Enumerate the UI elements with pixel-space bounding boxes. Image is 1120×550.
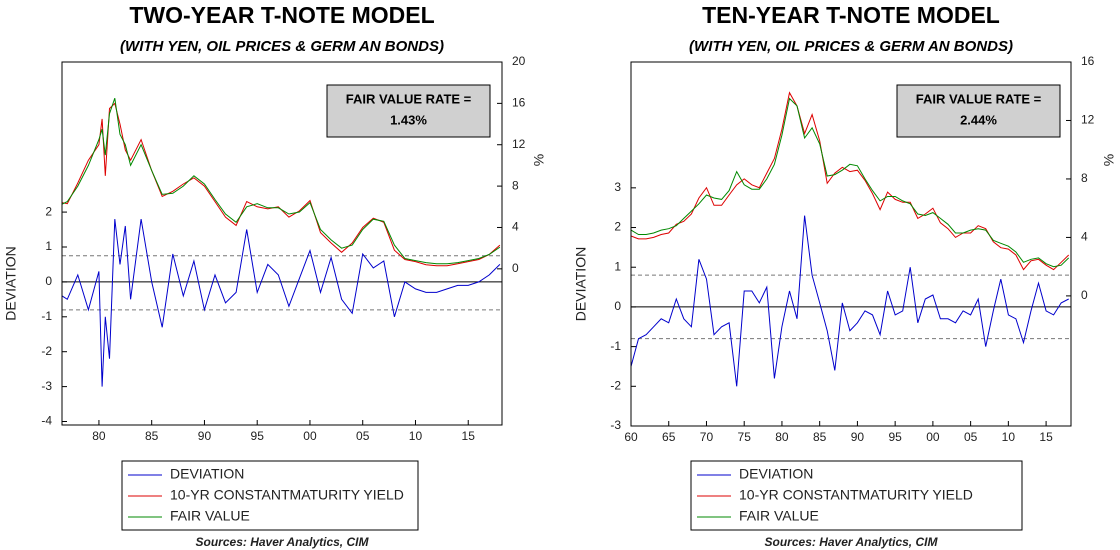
y2-tick-label: 0 — [1081, 288, 1088, 302]
y-tick-label: -2 — [610, 378, 621, 392]
y2-tick-label: 12 — [1081, 113, 1095, 127]
x-tick-label: 95 — [888, 430, 902, 444]
x-tick-label: 80 — [92, 429, 106, 443]
y-tick-label: -3 — [41, 379, 52, 393]
x-tick-label: 70 — [700, 430, 714, 444]
data-line — [631, 215, 1069, 387]
x-tick-label: 85 — [145, 429, 159, 443]
annotation-text: 2.44% — [960, 112, 997, 127]
y-tick-label: 2 — [45, 204, 52, 218]
y-tick-label: 2 — [614, 220, 621, 234]
x-tick-label: 00 — [303, 429, 317, 443]
x-tick-label: 15 — [462, 429, 476, 443]
y2-tick-label: 16 — [512, 96, 526, 110]
annotation-text: FAIR VALUE RATE = — [916, 91, 1042, 106]
y2-tick-label: 20 — [512, 54, 526, 68]
data-line — [62, 98, 501, 265]
legend-box — [121, 460, 419, 531]
y2-tick-label: 8 — [512, 178, 519, 192]
x-tick-label: 00 — [926, 430, 940, 444]
legend-label: FAIR VALUE — [739, 508, 819, 524]
annotation-text: 1.43% — [390, 112, 427, 127]
x-tick-label: 10 — [1002, 430, 1016, 444]
y-tick-label: 0 — [45, 274, 52, 288]
y-tick-label: 1 — [614, 259, 621, 273]
x-tick-label: 90 — [851, 430, 865, 444]
y2-tick-label: 12 — [512, 137, 526, 151]
x-tick-label: 10 — [409, 429, 423, 443]
x-tick-label: 05 — [356, 429, 370, 443]
y2-tick-label: 4 — [1081, 230, 1088, 244]
x-tick-label: 65 — [662, 430, 676, 444]
y2-tick-label: 4 — [512, 220, 519, 234]
y-axis-label: DEVIATION — [3, 246, 19, 320]
x-tick-label: 85 — [813, 430, 827, 444]
y2-axis-label: % — [531, 154, 547, 166]
legend-box — [690, 460, 1023, 531]
legend-label: DEVIATION — [739, 466, 813, 482]
plot-area — [62, 98, 501, 387]
x-tick-label: 95 — [251, 429, 265, 443]
x-tick-label: 90 — [198, 429, 212, 443]
annotation-box — [896, 84, 1061, 138]
y-tick-label: 0 — [614, 299, 621, 313]
annotation-box — [326, 84, 491, 138]
x-tick-label: 60 — [624, 430, 638, 444]
legend-label: DEVIATION — [170, 466, 244, 482]
x-tick-label: 05 — [964, 430, 978, 444]
chart-title: TWO-YEAR T-NOTE MODEL — [129, 2, 434, 28]
data-line — [631, 91, 1070, 271]
y-tick-label: 3 — [614, 180, 621, 194]
y-tick-label: 1 — [45, 239, 52, 253]
plot-frame — [630, 61, 1072, 427]
data-line — [631, 97, 1070, 268]
y-tick-label: -1 — [610, 339, 621, 353]
y-axis-label: DEVIATION — [573, 247, 589, 321]
y-tick-label: -4 — [41, 414, 52, 428]
source: Sources: Haver Analytics, CIM — [196, 535, 370, 549]
legend-label: 10-YR CONSTANTMATURITY YIELD — [170, 487, 404, 503]
chart-title: TEN-YEAR T-NOTE MODEL — [702, 2, 1000, 28]
plot-area — [631, 91, 1070, 387]
y-tick-label: -2 — [41, 344, 52, 358]
y2-tick-label: 16 — [1081, 54, 1095, 68]
annotation-text: FAIR VALUE RATE = — [346, 91, 472, 106]
chart-subtitle: (WITH YEN, OIL PRICES & GERM AN BONDS) — [689, 38, 1013, 55]
y2-axis-label: % — [1101, 154, 1117, 166]
legend-label: 10-YR CONSTANTMATURITY YIELD — [739, 487, 973, 503]
data-line — [62, 219, 501, 387]
chart-subtitle: (WITH YEN, OIL PRICES & GERM AN BONDS) — [120, 38, 444, 55]
y-tick-label: -1 — [41, 309, 52, 323]
plot-frame — [61, 61, 503, 426]
x-tick-label: 15 — [1039, 430, 1053, 444]
x-tick-label: 75 — [738, 430, 752, 444]
x-tick-label: 80 — [775, 430, 789, 444]
legend-label: FAIR VALUE — [170, 508, 250, 524]
data-line — [62, 102, 501, 267]
source: Sources: Haver Analytics, CIM — [765, 535, 939, 549]
y2-tick-label: 8 — [1081, 171, 1088, 185]
y2-tick-label: 0 — [512, 261, 519, 275]
y-tick-label: -3 — [610, 418, 621, 432]
